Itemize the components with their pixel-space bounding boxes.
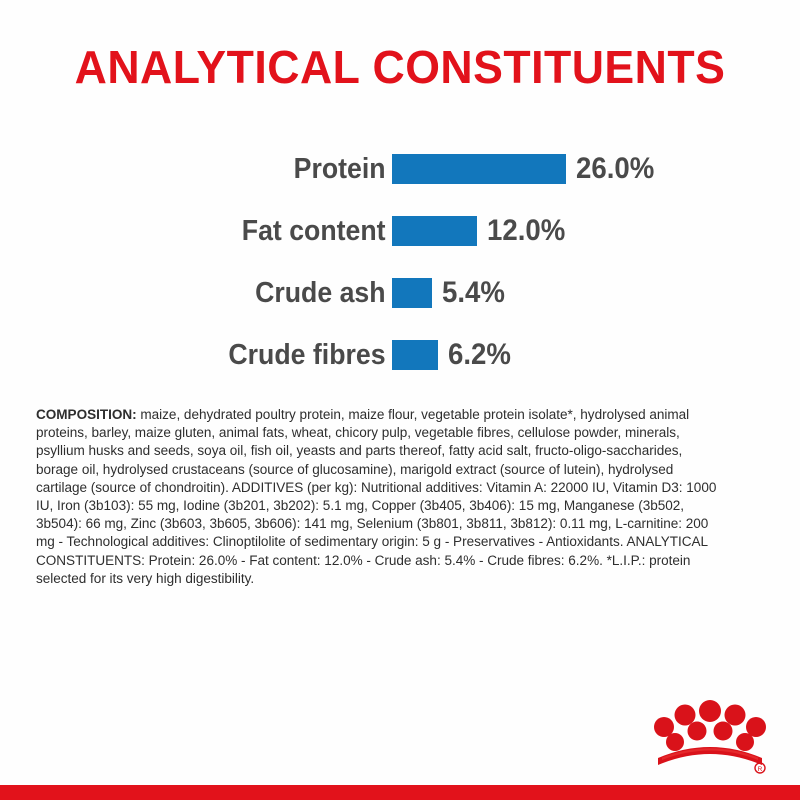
- table-row: Fat content 12.0%: [0, 200, 800, 262]
- bar-label-crude-fibres: Crude fibres: [228, 338, 386, 371]
- bar-track-crude-ash: 5.4%: [392, 262, 510, 324]
- composition-heading: COMPOSITION:: [36, 407, 137, 423]
- analytical-constituents-chart: Protein 26.0% Fat content 12.0% Crude as…: [0, 138, 800, 386]
- royal-canin-crown-logo: R: [648, 698, 772, 776]
- bar-label-fat-content: Fat content: [241, 214, 386, 247]
- page-title: ANALYTICAL CONSTITUENTS: [74, 41, 726, 93]
- bar-value-fat-content: 12.0%: [487, 214, 566, 247]
- bar-fill-protein: [392, 154, 566, 184]
- bar-label-crude-ash: Crude ash: [255, 276, 386, 309]
- bar-track-fat-content: 12.0%: [392, 200, 572, 262]
- composition-text-block: COMPOSITION: maize, dehydrated poultry p…: [36, 406, 727, 588]
- svg-text:R: R: [758, 766, 763, 773]
- bar-track-crude-fibres: 6.2%: [392, 324, 516, 386]
- table-row: Protein 26.0%: [0, 138, 800, 200]
- composition-body: maize, dehydrated poultry protein, maize…: [36, 407, 717, 587]
- bar-value-protein: 26.0%: [576, 152, 655, 185]
- bar-fill-crude-ash: [392, 278, 432, 308]
- bar-track-protein: 26.0%: [392, 138, 661, 200]
- bar-value-crude-ash: 5.4%: [442, 276, 505, 309]
- table-row: Crude ash 5.4%: [0, 262, 800, 324]
- bar-value-crude-fibres: 6.2%: [448, 338, 511, 371]
- table-row: Crude fibres 6.2%: [0, 324, 800, 386]
- bar-fill-crude-fibres: [392, 340, 438, 370]
- bottom-red-bar: [0, 785, 800, 800]
- bar-fill-fat-content: [392, 216, 477, 246]
- bar-label-protein: Protein: [293, 152, 386, 185]
